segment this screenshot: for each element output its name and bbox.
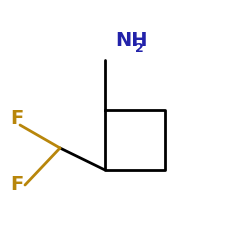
Text: F: F <box>10 108 23 128</box>
Text: NH: NH <box>115 30 148 50</box>
Text: 2: 2 <box>135 42 144 54</box>
Text: F: F <box>10 176 23 195</box>
